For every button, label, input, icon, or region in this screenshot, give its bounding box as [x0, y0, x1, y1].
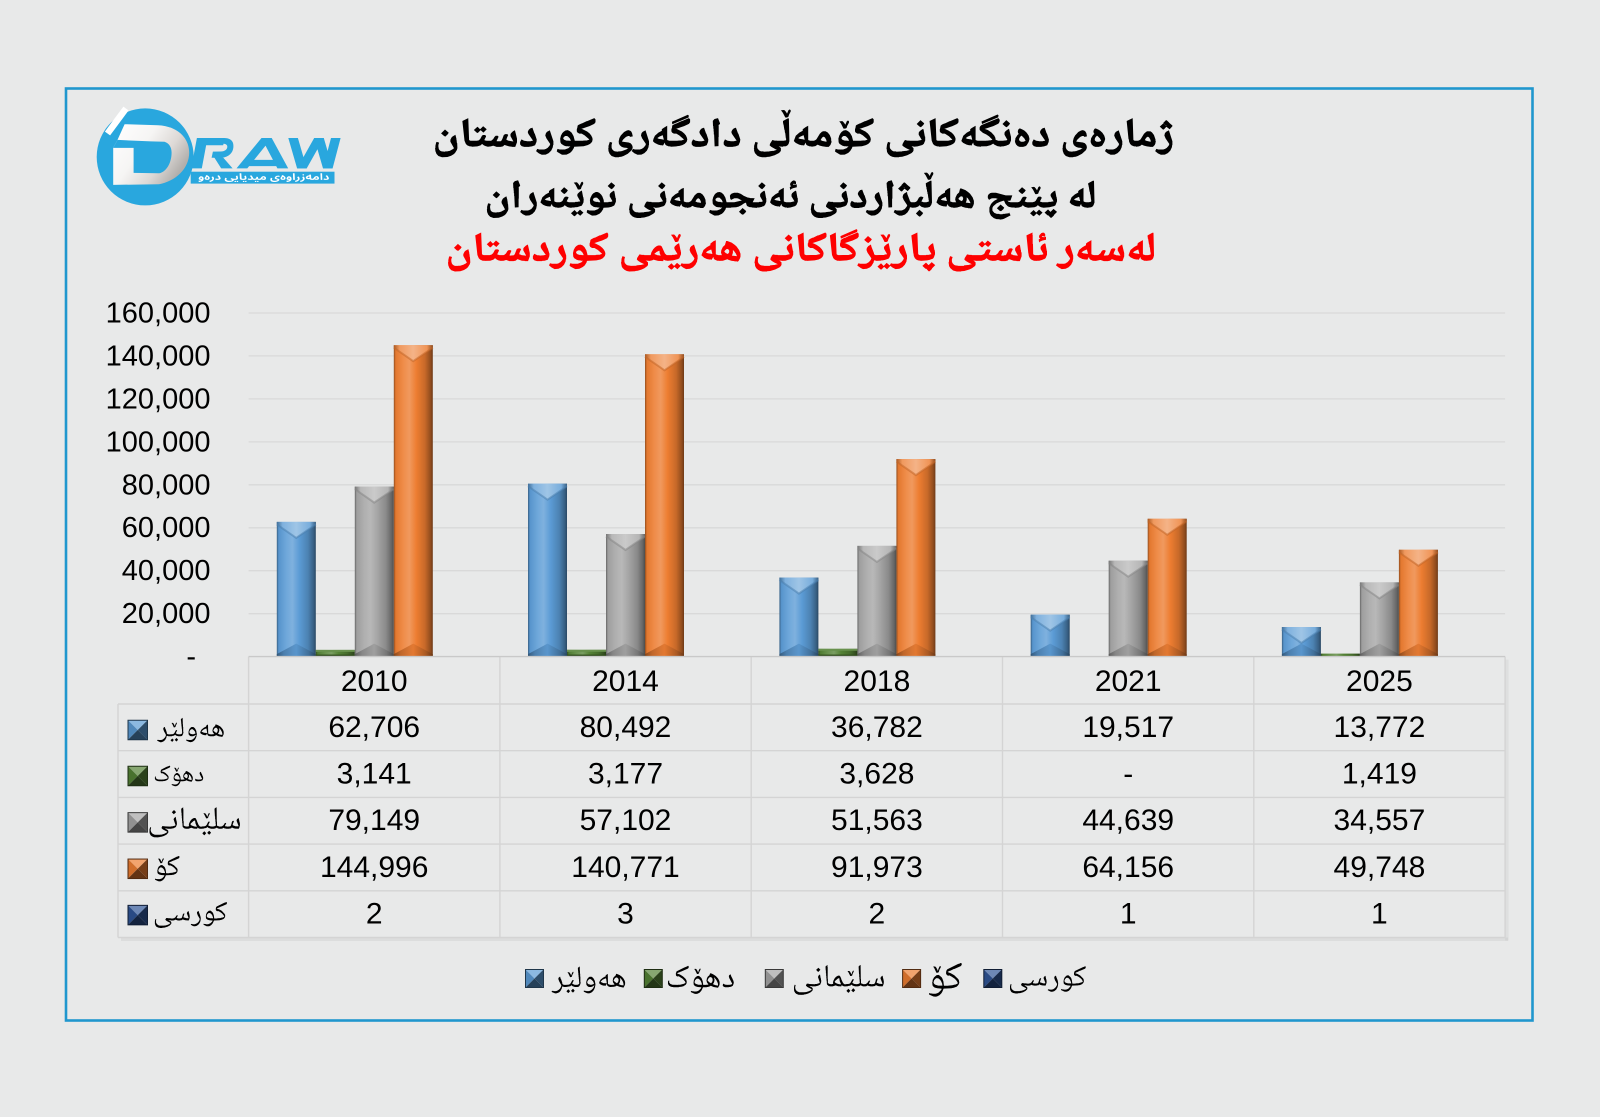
svg-text:60,000: 60,000: [122, 512, 211, 544]
svg-text:3,177: 3,177: [588, 758, 663, 791]
svg-text:144,996: 144,996: [320, 851, 428, 884]
svg-text:40,000: 40,000: [122, 555, 211, 587]
svg-text:3: 3: [617, 898, 634, 931]
svg-text:44,639: 44,639: [1082, 804, 1174, 837]
svg-text:13,772: 13,772: [1334, 711, 1426, 744]
svg-text:3,628: 3,628: [839, 758, 914, 791]
svg-text:51,563: 51,563: [831, 804, 923, 837]
svg-text:2: 2: [366, 898, 383, 931]
svg-text:2: 2: [869, 898, 886, 931]
svg-text:2010: 2010: [341, 665, 408, 698]
svg-text:34,557: 34,557: [1334, 804, 1426, 837]
svg-text:3,141: 3,141: [337, 758, 412, 791]
svg-text:64,156: 64,156: [1082, 851, 1174, 884]
svg-text:-: -: [1123, 758, 1133, 791]
svg-text:91,973: 91,973: [831, 851, 923, 884]
svg-text:2025: 2025: [1346, 665, 1413, 698]
svg-text:62,706: 62,706: [328, 711, 420, 744]
svg-text:49,748: 49,748: [1334, 851, 1426, 884]
svg-text:100,000: 100,000: [106, 426, 211, 458]
svg-text:140,771: 140,771: [571, 851, 679, 884]
svg-text:20,000: 20,000: [122, 598, 211, 630]
svg-text:2014: 2014: [592, 665, 659, 698]
svg-text:160,000: 160,000: [106, 298, 211, 330]
svg-text:1: 1: [1371, 898, 1388, 931]
svg-text:1: 1: [1120, 898, 1137, 931]
svg-text:80,000: 80,000: [122, 469, 211, 501]
svg-text:1,419: 1,419: [1342, 758, 1417, 791]
svg-text:19,517: 19,517: [1082, 711, 1174, 744]
svg-text:2021: 2021: [1095, 665, 1162, 698]
svg-text:80,492: 80,492: [580, 711, 672, 744]
svg-text:79,149: 79,149: [328, 804, 420, 837]
svg-text:36,782: 36,782: [831, 711, 923, 744]
svg-text:2018: 2018: [844, 665, 911, 698]
svg-text:120,000: 120,000: [106, 383, 211, 415]
svg-text:140,000: 140,000: [106, 340, 211, 372]
svg-text:57,102: 57,102: [580, 804, 672, 837]
svg-text:-: -: [186, 641, 196, 673]
